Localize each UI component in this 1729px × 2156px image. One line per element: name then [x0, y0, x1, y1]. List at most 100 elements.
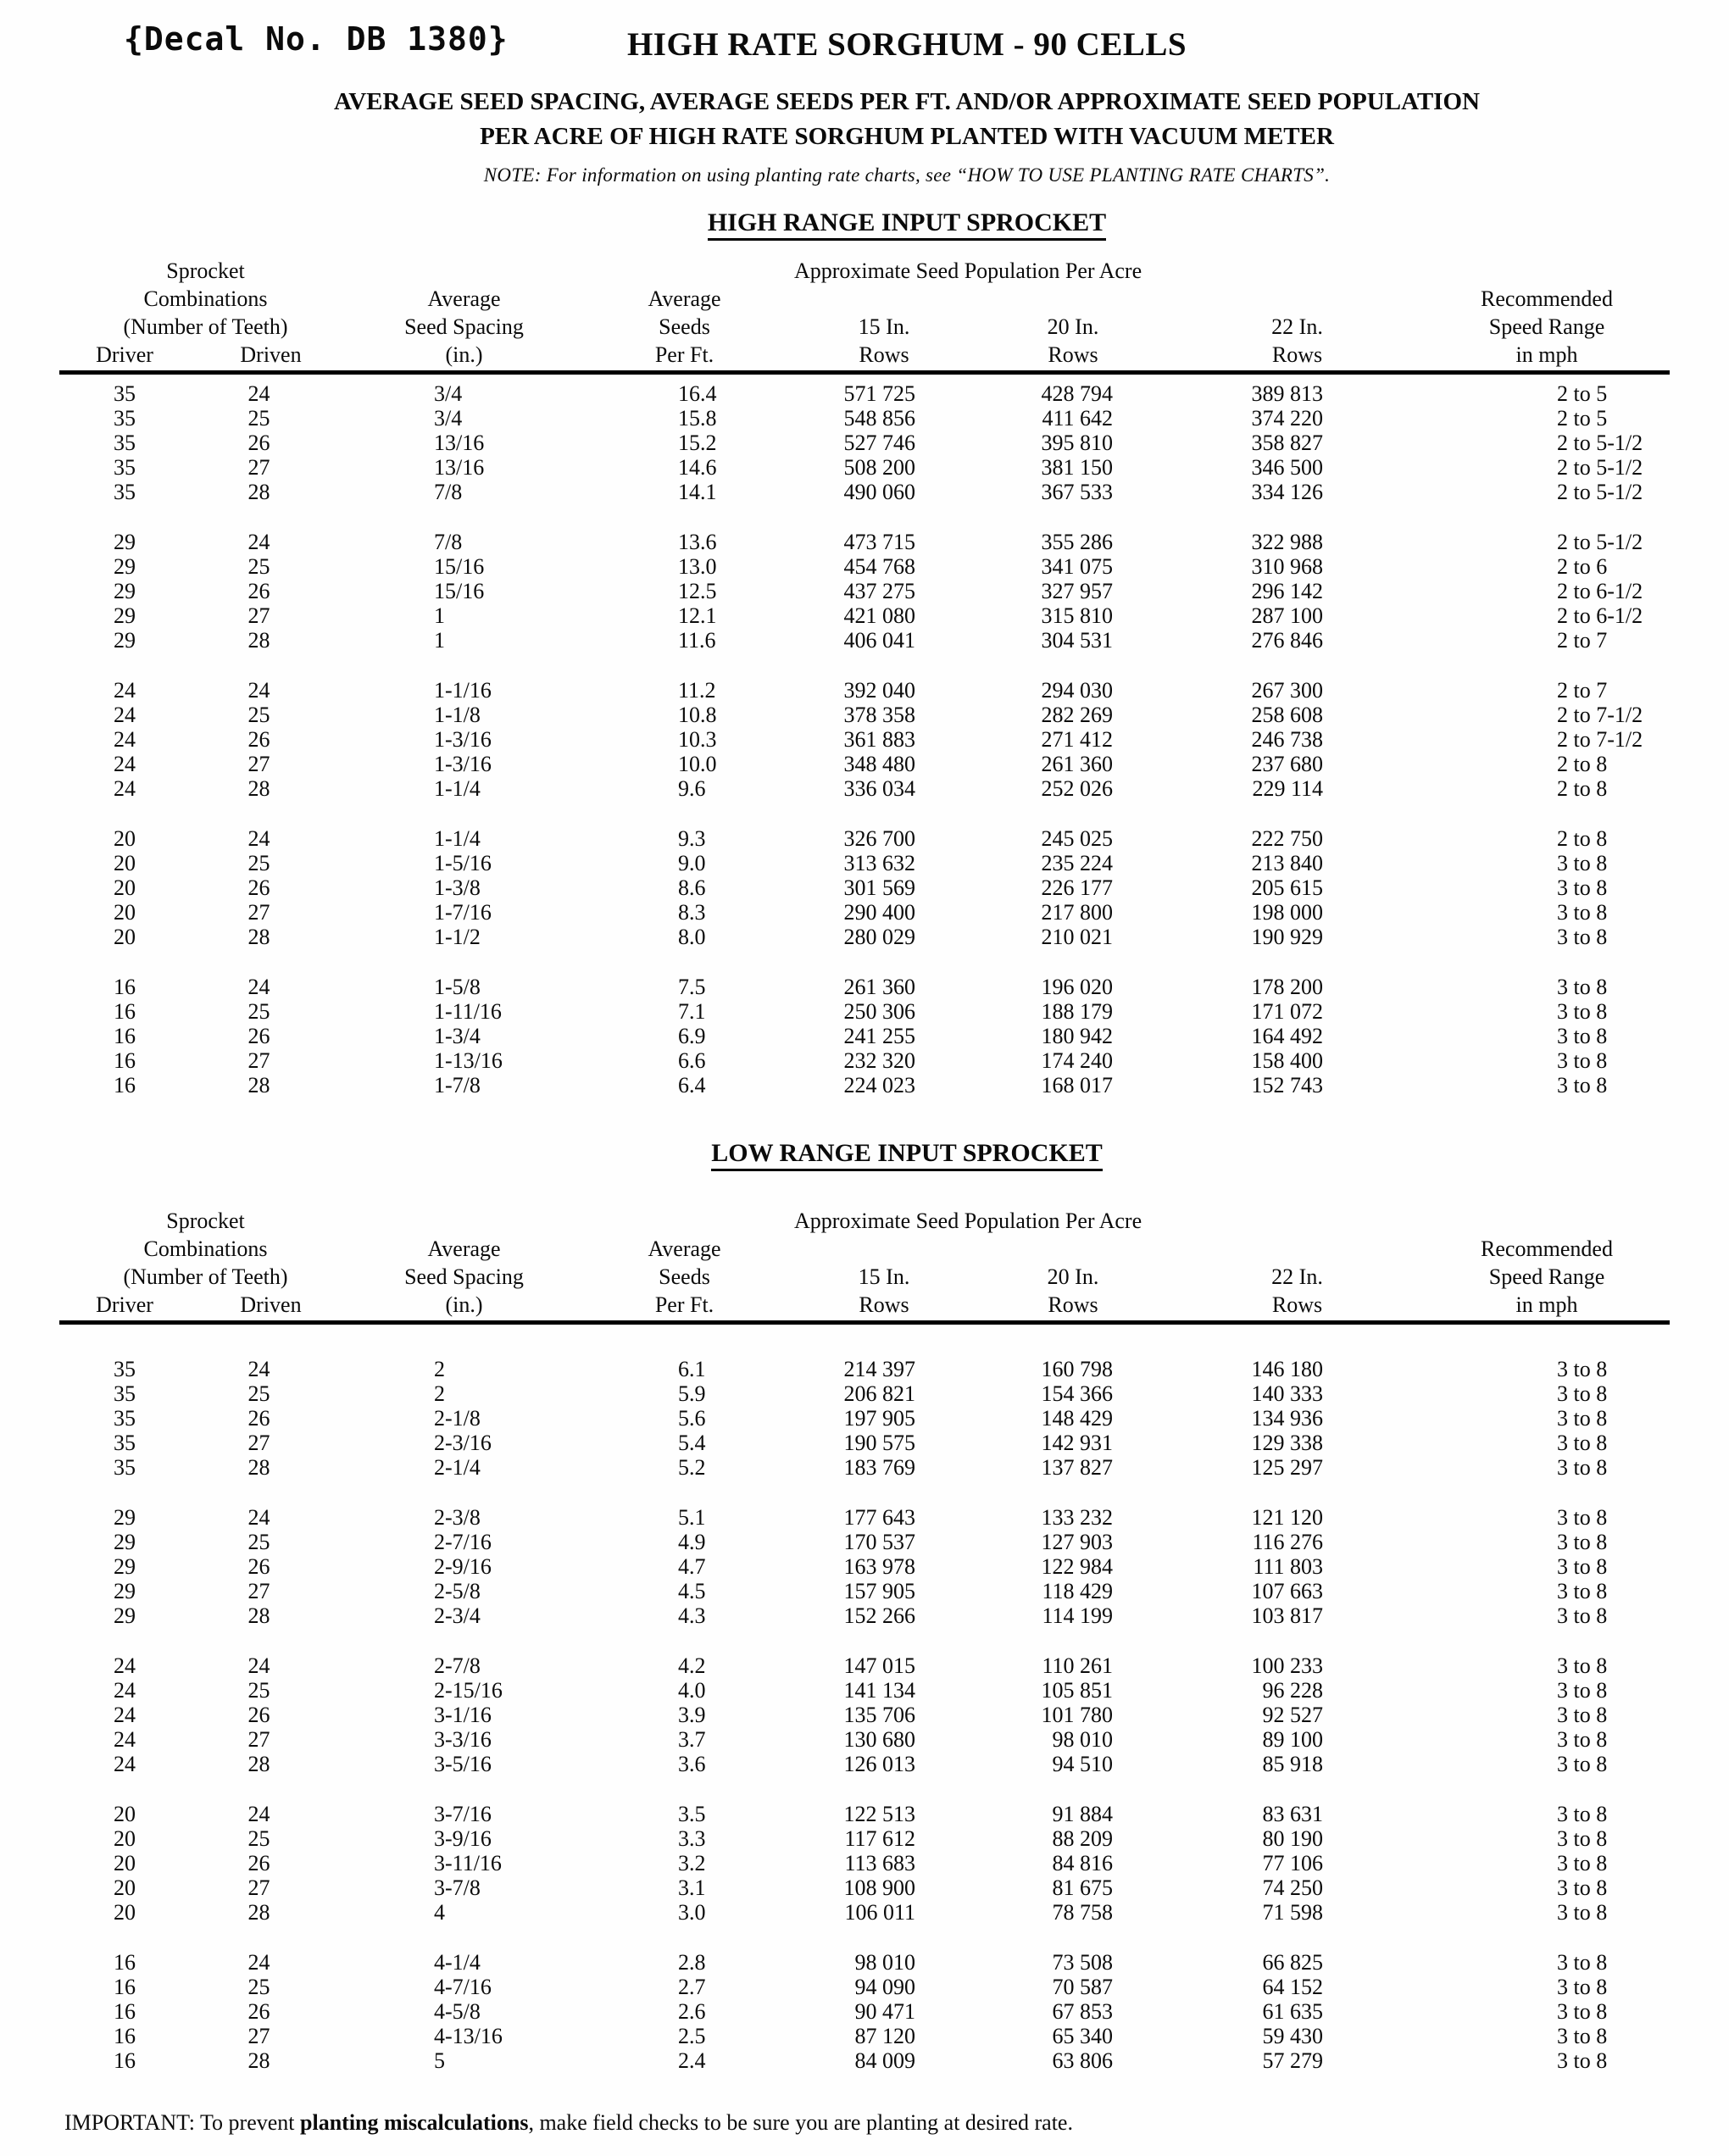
table-row: 35 27 13/16 14.6 508 200 381 150 346 500 2 to 5…	[59, 455, 1670, 480]
cell-pop-22in: 190 929	[1251, 925, 1324, 949]
cell-seeds-per-ft: 4.2	[678, 1653, 706, 1678]
cell-driver: 24	[114, 678, 136, 703]
cell-seed-spacing: 1-1/8	[434, 703, 481, 727]
cell-pop-20in: 355 286	[1041, 530, 1114, 554]
cell-driver: 16	[114, 1024, 136, 1048]
cell-pop-20in: 98 010	[1052, 1727, 1114, 1752]
cell-driver: 20	[114, 1826, 136, 1851]
header-seeds-average: Average	[648, 1236, 721, 1261]
cell-pop-15in: 261 360	[843, 975, 916, 999]
cell-pop-15in: 152 266	[843, 1603, 916, 1628]
cell-pop-22in: 237 680	[1251, 752, 1324, 776]
cell-speed-range: 3 to 8	[1557, 1802, 1608, 1826]
cell-seed-spacing: 13/16	[434, 455, 485, 480]
table-row: 24 27 3-3/16 3.7 130 680 98 010 89 100 3 to 8	[59, 1727, 1670, 1752]
cell-driver: 24	[114, 727, 136, 752]
cell-pop-20in: 245 025	[1041, 826, 1114, 851]
header-recommended: Recommended	[1481, 1236, 1613, 1261]
cell-speed-range: 3 to 8	[1557, 1703, 1608, 1727]
header-in-mph: in mph	[1515, 1292, 1578, 1317]
cell-speed-range: 3 to 8	[1557, 1073, 1608, 1097]
cell-driven: 24	[247, 826, 270, 851]
cell-pop-15in: 84 009	[854, 2048, 916, 2073]
cell-pop-22in: 107 663	[1251, 1579, 1324, 1603]
cell-seeds-per-ft: 10.8	[678, 703, 717, 727]
cell-pop-22in: 129 338	[1251, 1431, 1324, 1455]
cell-speed-range: 2 to 8	[1557, 826, 1608, 851]
cell-seed-spacing: 13/16	[434, 431, 485, 455]
cell-pop-20in: 294 030	[1041, 678, 1114, 703]
cell-speed-range: 3 to 8	[1557, 1851, 1608, 1875]
cell-driven: 27	[247, 455, 270, 480]
header-20-in: 20 In.	[1047, 1264, 1099, 1289]
cell-seed-spacing: 1-1/4	[434, 826, 481, 851]
cell-seed-spacing: 2-3/8	[434, 1505, 481, 1530]
cell-pop-20in: 235 224	[1041, 851, 1114, 875]
table-row: 35 25 2 5.9 206 821 154 366 140 333 3 to 8	[59, 1381, 1670, 1406]
cell-pop-22in: 83 631	[1262, 1802, 1324, 1826]
table-row: 35 24 3/4 16.4 571 725 428 794 389 813 2 to 5	[59, 381, 1670, 406]
table-row: 29 28 1 11.6 406 041 304 531 276 846 2 to 7	[59, 628, 1670, 653]
header-driven: Driven	[240, 1292, 302, 1317]
cell-pop-20in: 160 798	[1041, 1357, 1114, 1381]
cell-seeds-per-ft: 5.6	[678, 1406, 706, 1431]
cell-seeds-per-ft: 3.5	[678, 1802, 706, 1826]
cell-seeds-per-ft: 9.6	[678, 776, 706, 801]
cell-driver: 29	[114, 1603, 136, 1628]
cell-pop-15in: 361 883	[843, 727, 916, 752]
cell-seed-spacing: 3/4	[434, 406, 463, 431]
cell-driven: 24	[247, 1505, 270, 1530]
cell-driver: 16	[114, 2024, 136, 2048]
cell-seed-spacing: 3-11/16	[434, 1851, 502, 1875]
cell-speed-range: 3 to 8	[1557, 2024, 1608, 2048]
cell-pop-20in: 196 020	[1041, 975, 1114, 999]
table-row: 29 24 7/8 13.6 473 715 355 286 322 988 2 to 5-1…	[59, 530, 1670, 554]
cell-seeds-per-ft: 8.0	[678, 925, 706, 949]
header-seeds-average: Average	[648, 286, 721, 311]
cell-pop-15in: 421 080	[843, 603, 916, 628]
subtitle-line-1: AVERAGE SEED SPACING, AVERAGE SEEDS PER …	[334, 88, 1480, 115]
cell-pop-22in: 346 500	[1251, 455, 1324, 480]
cell-pop-22in: 158 400	[1251, 1048, 1324, 1073]
cell-pop-22in: 66 825	[1262, 1950, 1324, 1975]
header-driver: Driver	[96, 342, 153, 367]
table-row: 29 26 15/16 12.5 437 275 327 957 296 142 2 to 6…	[59, 579, 1670, 603]
cell-pop-20in: 148 429	[1041, 1406, 1114, 1431]
cell-pop-15in: 336 034	[843, 776, 916, 801]
cell-seeds-per-ft: 5.4	[678, 1431, 706, 1455]
cell-seed-spacing: 1-3/8	[434, 875, 481, 900]
cell-pop-20in: 94 510	[1052, 1752, 1114, 1776]
table-row: 35 27 2-3/16 5.4 190 575 142 931 129 338 3 to 8	[59, 1431, 1670, 1455]
cell-driver: 29	[114, 628, 136, 653]
cell-pop-22in: 89 100	[1262, 1727, 1324, 1752]
cell-pop-20in: 65 340	[1052, 2024, 1114, 2048]
cell-seeds-per-ft: 16.4	[678, 381, 717, 406]
cell-driver: 24	[114, 752, 136, 776]
header-driven: Driven	[240, 342, 302, 367]
cell-speed-range: 2 to 7	[1557, 678, 1608, 703]
cell-seeds-per-ft: 10.0	[678, 752, 717, 776]
cell-pop-15in: 206 821	[843, 1381, 916, 1406]
cell-pop-15in: 197 905	[843, 1406, 916, 1431]
cell-pop-22in: 116 276	[1252, 1530, 1323, 1554]
cell-driven: 24	[247, 1802, 270, 1826]
cell-pop-20in: 282 269	[1041, 703, 1114, 727]
cell-driver: 16	[114, 1999, 136, 2024]
cell-seed-spacing: 1-5/16	[434, 851, 492, 875]
cell-pop-15in: 87 120	[854, 2024, 916, 2048]
header-spacing-unit: (in.)	[445, 1292, 483, 1317]
header-seed-spacing: Seed Spacing	[404, 314, 524, 339]
high-range-heading: HIGH RANGE INPUT SPROCKET	[85, 208, 1729, 241]
cell-seed-spacing: 3-3/16	[434, 1727, 492, 1752]
cell-seeds-per-ft: 3.9	[678, 1703, 706, 1727]
cell-pop-15in: 106 011	[844, 1900, 915, 1925]
header-spacing-unit: (in.)	[445, 342, 483, 367]
cell-driver: 16	[114, 999, 136, 1024]
cell-pop-15in: 406 041	[843, 628, 916, 653]
cell-driven: 24	[247, 975, 270, 999]
cell-seeds-per-ft: 8.6	[678, 875, 706, 900]
cell-seed-spacing: 4-1/4	[434, 1950, 481, 1975]
cell-seeds-per-ft: 5.9	[678, 1381, 706, 1406]
cell-seed-spacing: 2-3/4	[434, 1603, 481, 1628]
cell-speed-range: 2 to 5	[1557, 406, 1608, 431]
